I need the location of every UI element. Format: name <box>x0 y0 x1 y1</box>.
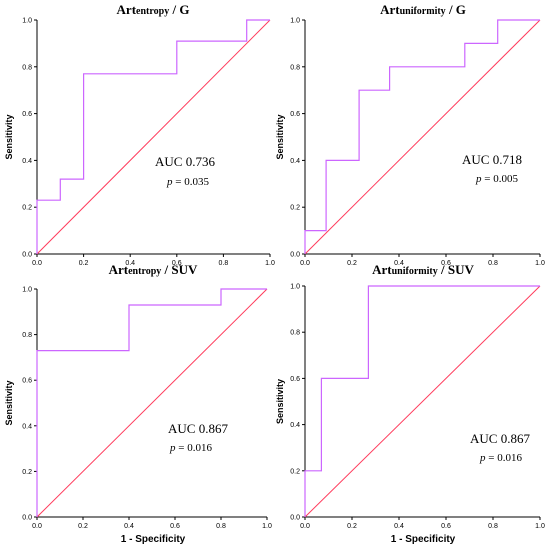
y-axis-label: Sensitivity <box>4 380 14 425</box>
x-tick-label: 0.4 <box>394 523 404 530</box>
x-tick-label: 0.2 <box>78 523 88 530</box>
y-tick-label: 1.0 <box>290 284 300 291</box>
p-value: = 0.016 <box>486 452 523 464</box>
roc-panel-2: 0.0 0.2 0.4 0.6 0.8 1.0 0.0 0.2 0.4 0.6 0.8 1.0 Artu… <box>275 2 545 267</box>
y-tick-label: 0.0 <box>290 515 300 522</box>
x-tick-label: 0.8 <box>216 523 226 530</box>
roc-panel-1: 0.0 0.2 0.4 0.6 0.8 1.0 0.0 0.2 0.4 0.6 0.8 1.0 Arte… <box>4 2 275 267</box>
x-tick-label: 0.6 <box>441 260 451 267</box>
x-tick-label: 1.0 <box>535 523 545 530</box>
p-symbol: p <box>166 176 173 188</box>
y-tick-label: 0.2 <box>22 469 32 476</box>
title-subscript: entropy <box>136 6 169 17</box>
roc-curve <box>304 285 540 517</box>
y-tick-label: 0.6 <box>290 111 300 118</box>
title-suffix: / SUV <box>161 262 198 277</box>
title-main: Art <box>109 262 129 277</box>
title-main: Art <box>380 2 400 17</box>
auc-annotation: AUC 0.867 <box>168 421 228 436</box>
roc-panel-4: 0.0 0.2 0.4 0.6 0.8 1.0 0.0 0.2 0.4 0.6 0.8 1.0 Artu… <box>275 262 545 545</box>
y-tick-label: 0.8 <box>290 330 300 337</box>
y-tick-label: 0.0 <box>22 252 32 259</box>
y-tick-label: 0.0 <box>22 515 32 522</box>
chart-title: Artentropy / SUV <box>109 262 198 277</box>
y-tick-label: 0.4 <box>290 158 300 165</box>
p-symbol: p <box>479 452 486 464</box>
y-tick-label: 0.8 <box>22 332 32 339</box>
x-tick-label: 1.0 <box>265 260 275 267</box>
roc-panel-3: 0.0 0.2 0.4 0.6 0.8 1.0 0.0 0.2 0.4 0.6 0.8 1.0 Arte… <box>4 262 272 545</box>
reference-line <box>36 19 271 255</box>
x-tick-label: 0.4 <box>394 260 404 267</box>
p-value: = 0.005 <box>482 173 519 185</box>
x-tick-label: 0.2 <box>79 260 89 267</box>
title-main: Art <box>372 262 392 277</box>
y-axis-label: Sensitivity <box>4 114 14 159</box>
y-tick-label: 0.4 <box>22 158 32 165</box>
x-tick-label: 0.2 <box>347 523 357 530</box>
x-tick-label: 0.2 <box>347 260 357 267</box>
x-axis-label: 1 - Specificity <box>121 534 186 545</box>
x-tick-label: 0.0 <box>32 260 42 267</box>
auc-annotation: AUC 0.867 <box>470 431 530 446</box>
y-tick-label: 0.2 <box>290 468 300 475</box>
x-tick-label: 0.6 <box>172 260 182 267</box>
x-tick-label: 0.8 <box>488 260 498 267</box>
chart-title: Artuniformity / SUV <box>372 262 474 277</box>
y-tick-label: 1.0 <box>22 18 32 25</box>
y-axis-label: Sensitivity <box>275 379 285 424</box>
y-axis-label: Sensitivity <box>275 114 285 159</box>
x-tick-label: 0.4 <box>125 260 135 267</box>
reference-line <box>304 19 541 255</box>
chart-title: Artentropy / G <box>117 2 190 17</box>
y-tick-label: 0.2 <box>290 205 300 212</box>
y-tick-label: 0.0 <box>290 252 300 259</box>
p-value-annotation: p = 0.016 <box>169 442 212 454</box>
x-tick-label: 0.4 <box>124 523 134 530</box>
y-tick-label: 0.6 <box>290 376 300 383</box>
p-value-annotation: p = 0.005 <box>475 173 518 185</box>
y-tick-label: 1.0 <box>22 287 32 294</box>
chart-title: Artuniformity / G <box>380 2 466 17</box>
reference-line <box>36 288 268 518</box>
reference-line <box>304 285 541 518</box>
p-value-annotation: p = 0.016 <box>479 452 522 464</box>
y-tick-label: 0.6 <box>22 378 32 385</box>
roc-curve <box>36 288 267 517</box>
y-tick-label: 0.6 <box>22 111 32 118</box>
x-tick-label: 0.8 <box>488 523 498 530</box>
p-value: = 0.016 <box>176 442 213 454</box>
x-tick-label: 0.8 <box>219 260 229 267</box>
x-tick-label: 0.6 <box>441 523 451 530</box>
x-axis-label: 1 - Specificity <box>391 534 456 545</box>
x-tick-label: 0.6 <box>170 523 180 530</box>
x-tick-label: 0.0 <box>300 260 310 267</box>
p-value-annotation: p = 0.035 <box>166 176 209 188</box>
title-suffix: / SUV <box>438 262 475 277</box>
x-tick-label: 0.0 <box>300 523 310 530</box>
auc-annotation: AUC 0.736 <box>155 154 215 169</box>
title-main: Art <box>117 2 137 17</box>
y-tick-label: 0.8 <box>290 64 300 71</box>
p-symbol: p <box>169 442 176 454</box>
y-tick-label: 1.0 <box>290 18 300 25</box>
y-tick-label: 0.2 <box>22 205 32 212</box>
title-suffix: / G <box>169 2 189 17</box>
title-suffix: / G <box>446 2 466 17</box>
y-tick-label: 0.4 <box>290 422 300 429</box>
y-tick-label: 0.4 <box>22 423 32 430</box>
title-subscript: uniformity <box>400 6 446 17</box>
p-symbol: p <box>475 173 482 185</box>
y-tick-label: 0.8 <box>22 64 32 71</box>
roc-curve <box>36 19 270 254</box>
x-tick-label: 1.0 <box>535 260 545 267</box>
auc-annotation: AUC 0.718 <box>462 152 522 167</box>
title-subscript: uniformity <box>392 266 438 277</box>
p-value: = 0.035 <box>173 176 210 188</box>
x-tick-label: 1.0 <box>262 523 272 530</box>
roc-curve <box>304 19 540 254</box>
x-tick-label: 0.0 <box>32 523 42 530</box>
title-subscript: entropy <box>128 266 161 277</box>
